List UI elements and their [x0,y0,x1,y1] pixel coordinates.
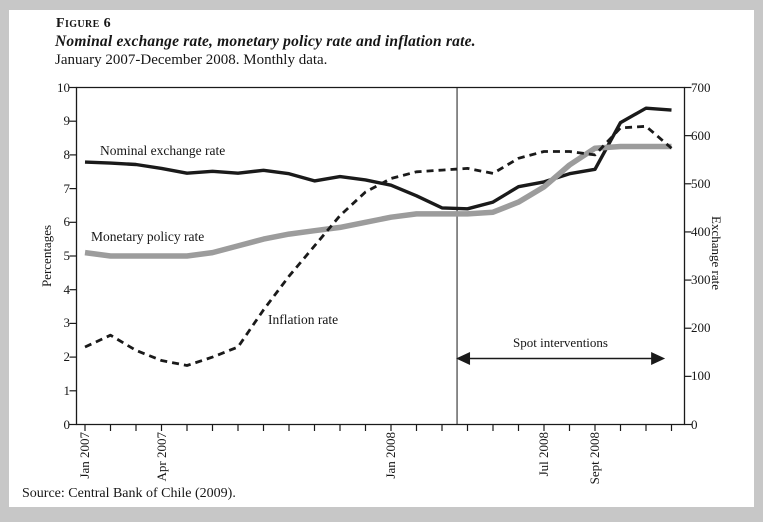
y-axis-right-tick-label: 100 [691,368,711,384]
series-label-inflation-rate: Inflation rate [268,312,339,327]
y-axis-left-tick-label: 9 [63,113,71,129]
y-axis-left-tick-label: 5 [63,248,71,263]
y-axis-left-tick-label: 6 [63,214,71,230]
series-line-dashed-black [84,124,673,367]
series-label-nominal-exchange-rate: Nominal exchange rate [100,143,226,158]
arrowhead-right [651,352,666,365]
figure-title: Nominal exchange rate, monetary policy r… [55,33,476,50]
figure-subtitle: January 2007-December 2008. Monthly data… [55,52,328,68]
y-axis-left-tick-label: 4 [63,281,71,297]
spot-interventions-label: Spot interventions [513,335,608,350]
series-line-solid-gray-thick [84,143,672,259]
y-axis-left-tick-label: 2 [63,349,71,365]
y-axis-left-tick-label: 1 [63,382,71,398]
x-axis-tick-label: Sept 2008 [587,432,602,485]
y-axis-right-tick-label: 300 [691,272,711,288]
y-axis-left-tick-label: 0 [63,416,71,432]
y-axis-left-tick-label: 10 [57,79,70,95]
x-axis-tick-label: Jul 2008 [536,432,551,477]
y-axis-right-tick-label: 0 [691,416,698,432]
series-label-monetary-policy-rate: Monetary policy rate [91,229,205,244]
source-note: Source: Central Bank of Chile (2009). [22,486,236,501]
x-axis-tick-label: Jan 2008 [383,432,398,479]
series-line-solid-black [84,106,672,211]
y-axis-left-tick-label: 7 [63,180,71,196]
right-axis-title: Exchange rate [709,216,724,290]
y-axis-left-tick-label: 3 [63,315,71,331]
y-axis-right-tick-label: 400 [691,223,711,239]
y-axis-left-tick-label: 8 [63,146,71,162]
figure-label: Figure 6 [56,16,112,31]
y-axis-right-tick-label: 500 [691,175,711,191]
y-axis-right-tick-label: 700 [691,79,711,95]
y-axis-right-tick-label: 200 [691,320,711,336]
y-axis-right-tick-label: 600 [691,127,711,143]
arrowhead-left [456,352,471,365]
